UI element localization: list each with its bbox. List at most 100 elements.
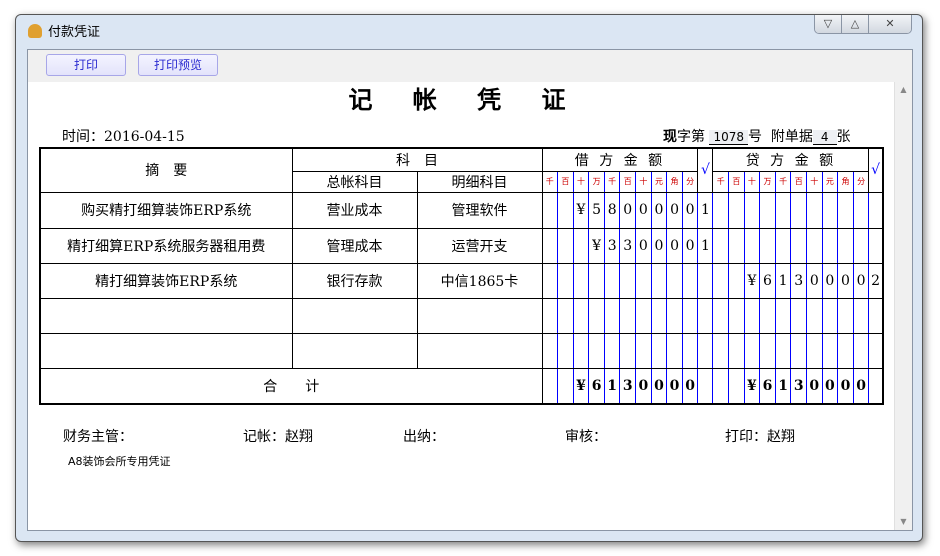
credit-unit: 万: [759, 170, 776, 193]
detail-account-cell: 运营开支: [416, 227, 543, 264]
debit-digit: [619, 262, 637, 299]
total-credit-digit: 0: [837, 367, 854, 405]
debit-digit: [681, 262, 699, 299]
debit-digit: 0: [666, 191, 683, 229]
debit-unit: 十: [635, 170, 652, 193]
credit-digit: 0: [837, 262, 854, 299]
debit-digit: [557, 332, 574, 369]
debit-digit: [650, 332, 668, 369]
total-debit-digit: 0: [635, 367, 652, 405]
credit-digit: ¥: [743, 262, 761, 299]
debit-digit: [557, 297, 574, 334]
debit-check-header: √: [697, 147, 714, 193]
total-debit-digit: 0: [681, 367, 699, 405]
credit-digit: [728, 297, 745, 334]
debit-digit: [603, 262, 621, 299]
total-credit-digit: 0: [852, 367, 870, 405]
scroll-up-icon[interactable]: ▲: [900, 85, 907, 94]
debit-digit: ¥: [588, 227, 605, 264]
total-debit-digit: 3: [619, 367, 637, 405]
debit-digit: [541, 262, 559, 299]
credit-unit: 百: [728, 170, 745, 193]
credit-digit: [728, 227, 745, 264]
credit-digit: [852, 191, 870, 229]
general-account-cell: [291, 332, 418, 369]
debit-digit: [572, 297, 590, 334]
credit-unit: 千: [712, 170, 730, 193]
debit-digit: 3: [603, 227, 621, 264]
debit-digit: 0: [681, 227, 699, 264]
scroll-down-icon[interactable]: ▼: [900, 517, 907, 526]
attach-field[interactable]: 4: [812, 130, 837, 145]
total-debit-digit: 0: [666, 367, 683, 405]
debit-digit: 0: [650, 191, 668, 229]
total-credit-digit: 1: [774, 367, 792, 405]
debit-unit: 分: [681, 170, 699, 193]
app-icon: [28, 23, 42, 38]
detail-account-cell: [416, 332, 543, 369]
credit-digit: [790, 297, 807, 334]
credit-digit: [790, 227, 807, 264]
credit-check-cell: [868, 191, 884, 229]
credit-unit: 十: [806, 170, 823, 193]
general-account-cell: 银行存款: [291, 262, 418, 299]
credit-digit: [806, 191, 823, 229]
debit-digit: [588, 262, 605, 299]
no-prefix: 字第: [677, 129, 705, 145]
attach-label: 附单据: [770, 129, 813, 145]
credit-digit: [759, 191, 776, 229]
general-account-cell: 营业成本: [291, 191, 418, 229]
header-detail: 明细科目: [416, 170, 543, 193]
credit-digit: [712, 191, 730, 229]
debit-digit: [650, 297, 668, 334]
debit-unit: 千: [541, 170, 559, 193]
summary-cell: [39, 332, 293, 369]
debit-digit: 3: [619, 227, 637, 264]
window-title: 付款凭证: [48, 25, 101, 40]
vertical-scrollbar[interactable]: ▲ ▼: [894, 82, 912, 530]
credit-digit: [774, 332, 792, 369]
debit-unit: 万: [588, 170, 605, 193]
detail-account-cell: 中信1865卡: [416, 262, 543, 299]
total-credit-digit: 6: [759, 367, 776, 405]
voucher-number: 现字第 1078 号 附单据 4 张: [663, 126, 851, 146]
credit-check-cell: [868, 297, 884, 334]
debit-digit: 0: [681, 191, 699, 229]
credit-digit: 0: [852, 262, 870, 299]
debit-digit: [635, 262, 652, 299]
debit-unit: 角: [666, 170, 683, 193]
print-preview-button[interactable]: 打印预览: [138, 54, 218, 76]
header-summary: 摘 要: [39, 147, 293, 193]
credit-digit: [743, 227, 761, 264]
credit-digit: [837, 332, 854, 369]
voucher-no-field[interactable]: 1078: [709, 130, 748, 145]
print-button[interactable]: 打印: [46, 54, 126, 76]
minimize-button[interactable]: ▽: [815, 15, 842, 33]
debit-digit: 0: [619, 191, 637, 229]
credit-digit: [837, 297, 854, 334]
toolbar: 打印 打印预览: [28, 50, 912, 82]
supervisor: 财务主管：: [63, 429, 133, 445]
maximize-button[interactable]: △: [842, 15, 869, 33]
credit-unit: 十: [743, 170, 761, 193]
credit-unit: 千: [774, 170, 792, 193]
close-button[interactable]: ✕: [869, 15, 911, 33]
detail-account-cell: 管理软件: [416, 191, 543, 229]
total-debit-digit: [557, 367, 574, 405]
header-subject: 科 目: [291, 147, 543, 172]
credit-digit: [728, 262, 745, 299]
summary-cell: 精打细算ERP系统服务器租用费: [39, 227, 293, 264]
debit-digit: 0: [666, 227, 683, 264]
debit-digit: [588, 297, 605, 334]
credit-digit: 6: [759, 262, 776, 299]
debit-digit: [681, 297, 699, 334]
credit-digit: 0: [821, 262, 839, 299]
debit-digit: [557, 191, 574, 229]
debit-digit: [666, 262, 683, 299]
debit-digit: [666, 297, 683, 334]
debit-digit: [572, 227, 590, 264]
credit-check-cell: [868, 227, 884, 264]
credit-digit: 0: [806, 262, 823, 299]
date-value: 2016-04-15: [104, 129, 185, 145]
auditor: 审核：: [565, 429, 607, 445]
